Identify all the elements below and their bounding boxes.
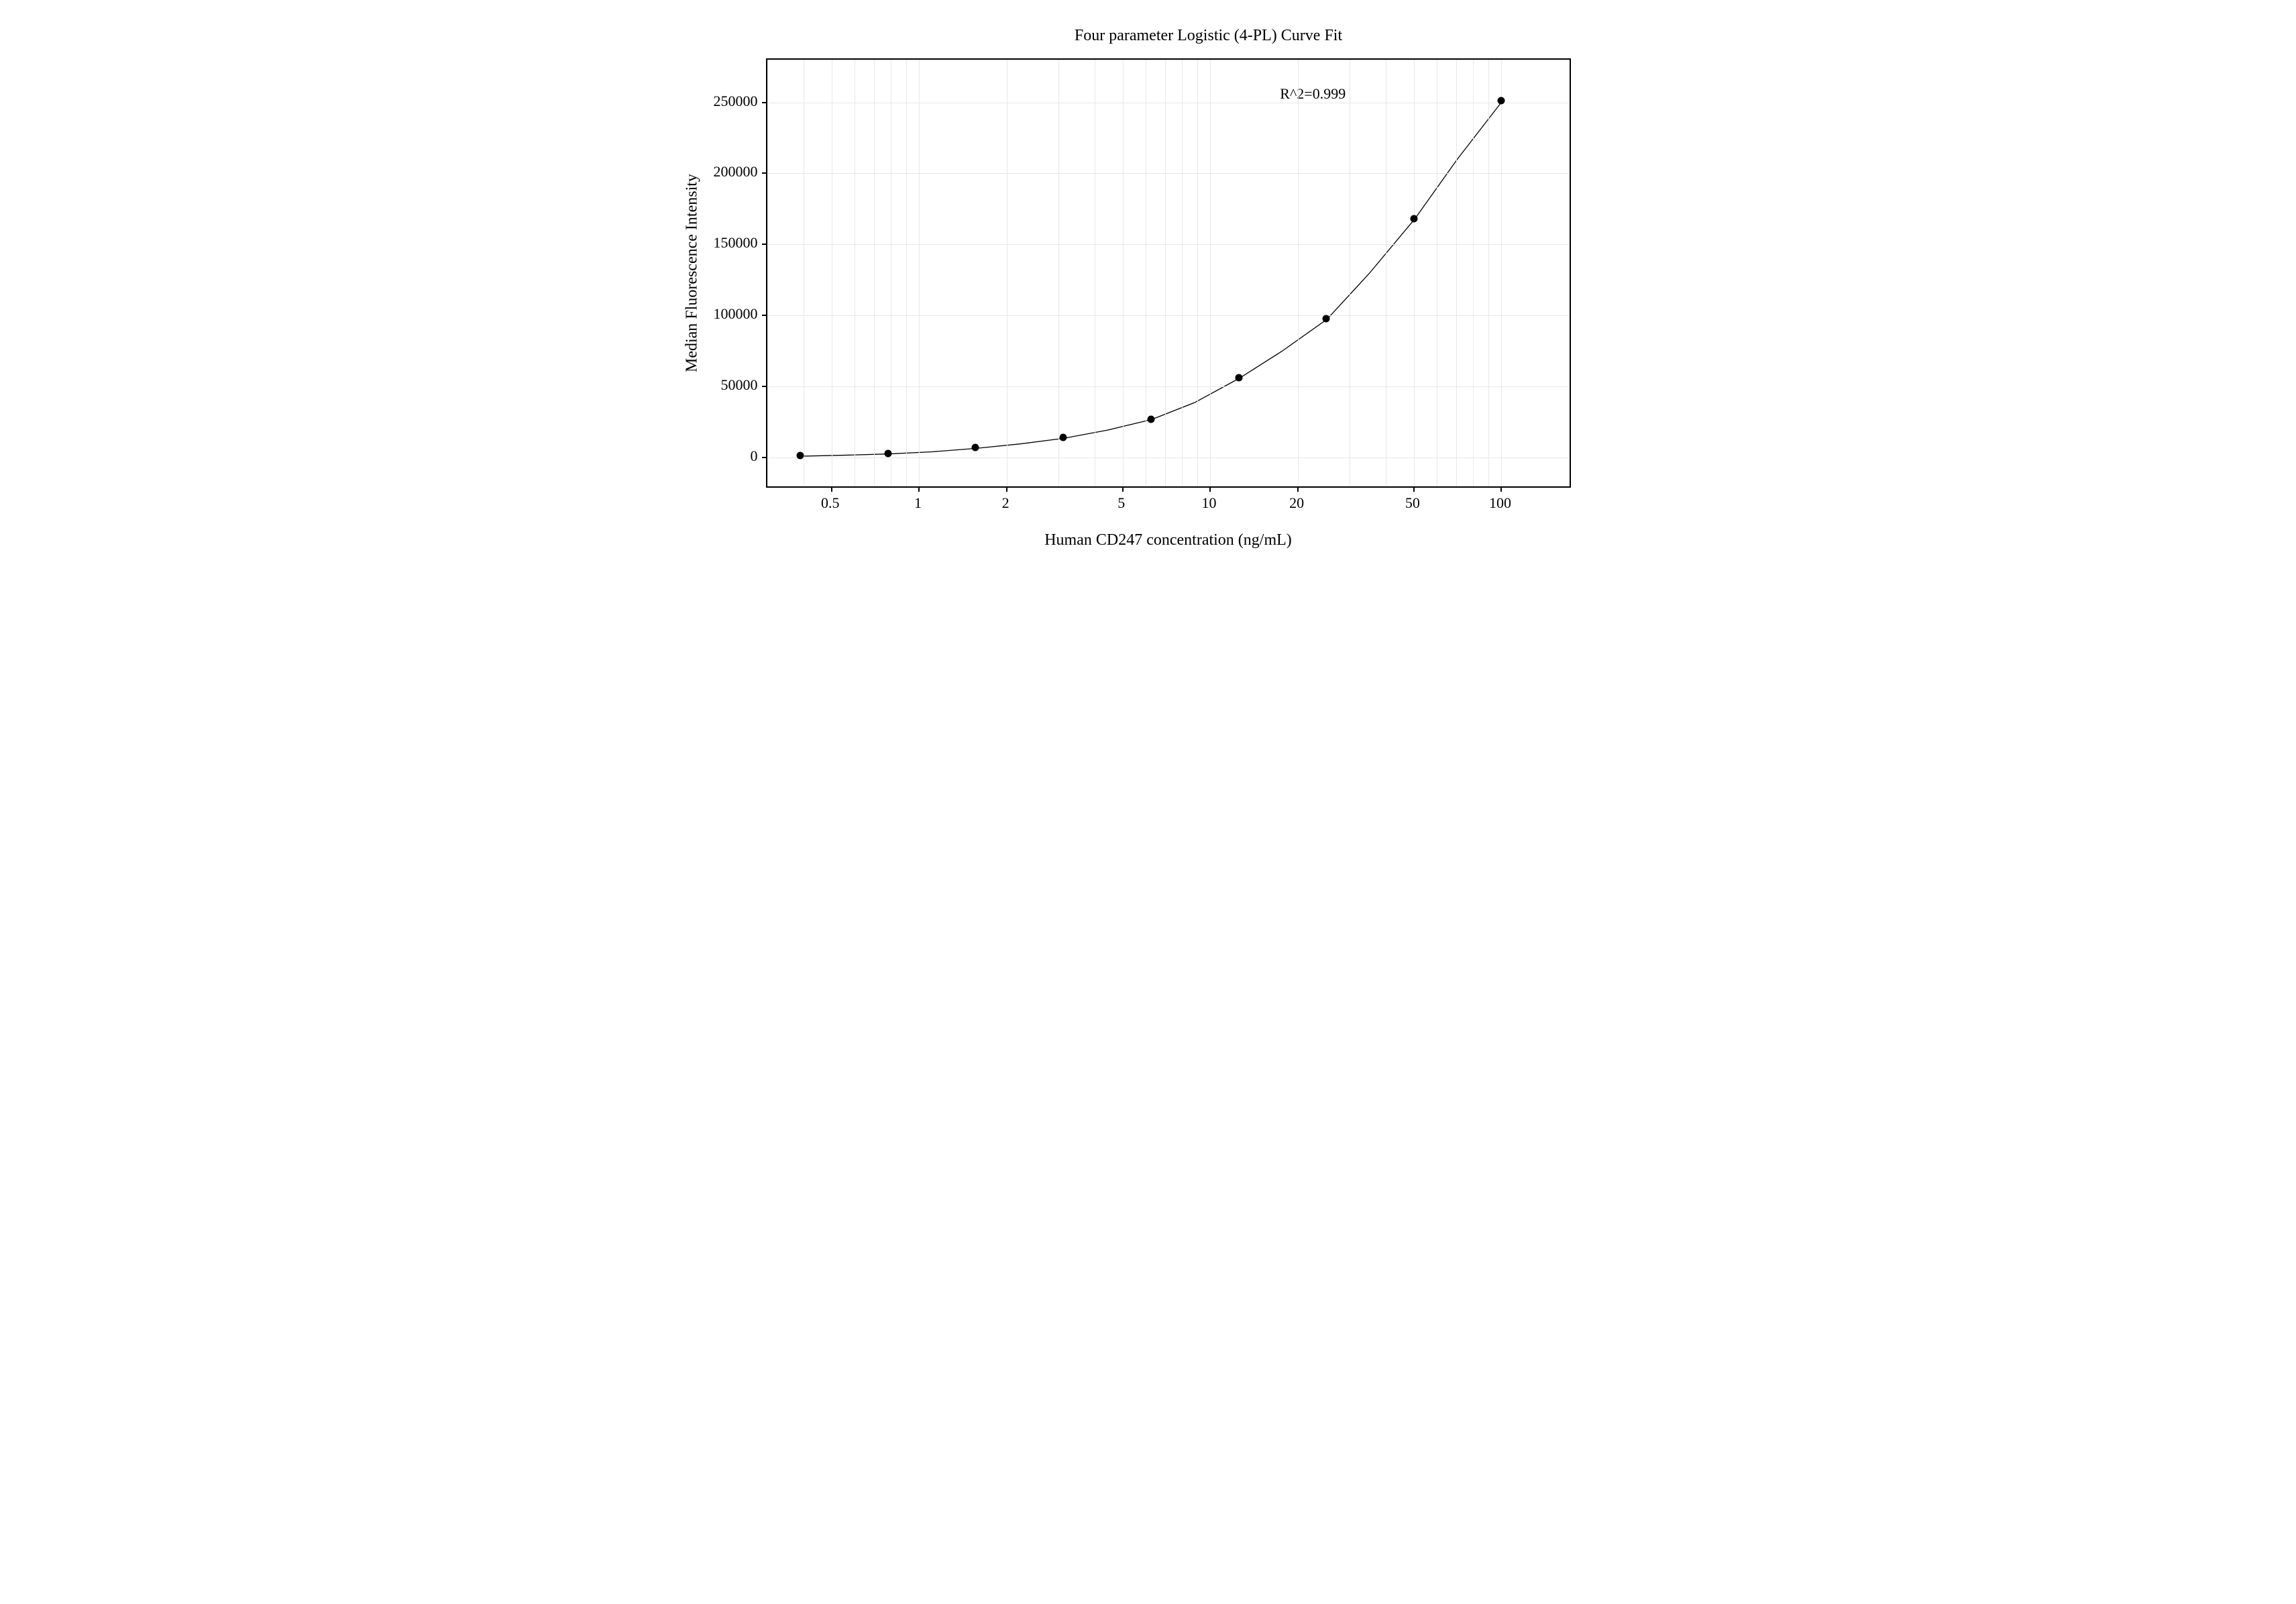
data-point: [1498, 97, 1505, 105]
y-tick-mark: [762, 102, 767, 103]
data-point: [1059, 434, 1067, 441]
x-tick-label: 20: [1289, 494, 1304, 512]
y-axis-label: Median Fluorescence Intensity: [679, 58, 706, 488]
grid-line-vertical-major: [1298, 60, 1299, 486]
x-tick-label: 5: [1117, 494, 1125, 512]
chart-container: Four parameter Logistic (4-PL) Curve Fit…: [679, 27, 1618, 549]
x-tick-labels: 0.5 1 2 5 10 20 50 100: [766, 488, 1571, 511]
data-point: [1410, 215, 1417, 223]
grid-line-vertical-major: [919, 60, 920, 486]
grid-line-vertical-minor: [906, 60, 907, 486]
grid-line-vertical-major: [1501, 60, 1502, 486]
grid-line-horizontal: [767, 244, 1570, 245]
grid-line-vertical-minor: [874, 60, 875, 486]
chart-area: Median Fluorescence Intensity 0 50000 1000…: [679, 58, 1618, 488]
x-tick-label: 1: [914, 494, 922, 512]
x-tick-label: 2: [1002, 494, 1009, 512]
grid-line-vertical-major: [1414, 60, 1415, 486]
grid-line-vertical-minor: [1058, 60, 1059, 486]
fit-curve: [767, 60, 1570, 486]
x-tick-label: 10: [1201, 494, 1216, 512]
data-point: [796, 452, 804, 460]
x-axis-label: Human CD247 concentration (ng/mL): [679, 531, 1571, 549]
data-point: [1147, 415, 1154, 423]
grid-line-vertical-major: [1210, 60, 1211, 486]
data-point: [972, 444, 979, 451]
grid-line-vertical-minor: [1182, 60, 1183, 486]
y-tick-labels: 0 50000 100000 150000 200000 250000: [706, 58, 766, 488]
x-tick-label: 50: [1405, 494, 1420, 512]
x-tick-label: 0.5: [821, 494, 840, 512]
data-point: [884, 449, 891, 457]
grid-line-vertical-minor: [1456, 60, 1457, 486]
y-tick-mark: [762, 244, 767, 245]
y-tick-label: 150000: [714, 234, 758, 252]
grid-line-vertical-minor: [1488, 60, 1489, 486]
grid-line-vertical-minor: [1473, 60, 1474, 486]
data-point: [1323, 315, 1330, 323]
grid-line-horizontal: [767, 386, 1570, 387]
grid-line-horizontal: [767, 315, 1570, 316]
y-tick-label: 50000: [721, 376, 758, 394]
y-tick-label: 250000: [714, 93, 758, 110]
grid-line-vertical-major: [1123, 60, 1124, 486]
y-tick-mark: [762, 172, 767, 174]
data-point: [1235, 374, 1242, 382]
y-tick-mark: [762, 457, 767, 458]
plot-box: R^2=0.999: [766, 58, 1571, 488]
y-tick-mark: [762, 315, 767, 316]
y-tick-mark: [762, 386, 767, 387]
y-tick-label: 0: [751, 447, 758, 465]
chart-title: Four parameter Logistic (4-PL) Curve Fit: [679, 27, 1618, 45]
grid-line-horizontal: [767, 173, 1570, 174]
grid-line-vertical-minor: [767, 60, 768, 486]
grid-line-vertical-minor: [1197, 60, 1198, 486]
x-tick-label: 100: [1489, 494, 1511, 512]
grid-line-vertical-minor: [1165, 60, 1166, 486]
y-tick-label: 200000: [714, 163, 758, 180]
y-tick-label: 100000: [714, 305, 758, 323]
